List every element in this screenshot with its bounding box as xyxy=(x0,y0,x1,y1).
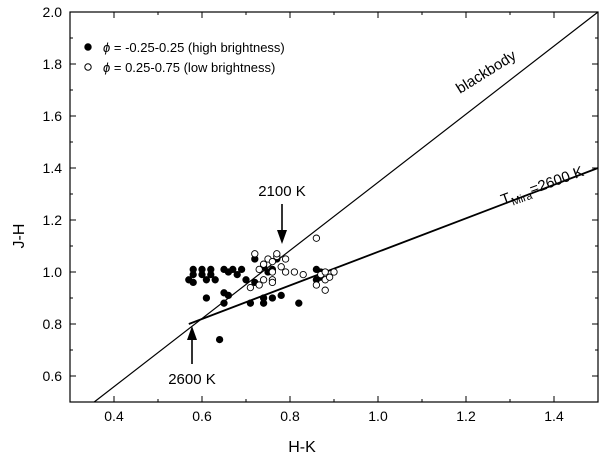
legend-text-high: = -0.25-0.25 (high brightness) xyxy=(114,40,285,55)
x-tick-label: 1.0 xyxy=(368,408,388,424)
y-axis-title: J-H xyxy=(11,224,28,249)
data-point-low xyxy=(290,268,299,276)
data-point-low xyxy=(330,268,338,276)
data-point-low xyxy=(299,270,307,279)
data-point-high xyxy=(211,276,219,284)
data-point-high xyxy=(246,299,255,307)
data-point-high xyxy=(207,270,215,279)
arrow-2100k-head xyxy=(277,230,287,244)
x-tick-label: 0.6 xyxy=(192,408,212,424)
y-tick-label: 1.0 xyxy=(43,264,63,280)
blackbody-label: blackbody xyxy=(453,47,520,97)
x-tick-label: 1.4 xyxy=(544,408,564,424)
x-tick-label: 1.2 xyxy=(456,408,476,424)
x-axis-title: H-K xyxy=(288,439,316,456)
data-point-low xyxy=(246,283,255,292)
data-point-high xyxy=(277,291,285,300)
data-point-high xyxy=(242,276,250,284)
data-point-low xyxy=(321,268,329,276)
x-tick-label: 0.8 xyxy=(280,408,300,424)
data-point-high xyxy=(233,270,241,279)
y-tick-label: 2.0 xyxy=(43,4,63,20)
ticks-layer: 0.4 0.6 0.8 1.0 1.2 1.4 0.6 0.8 1.0 1.2 1.4 1.6 1.8 2… xyxy=(43,4,599,424)
annotation-2600k: 2600 K xyxy=(168,371,216,388)
x-tick-label: 0.4 xyxy=(104,408,124,424)
y-tick-label: 0.8 xyxy=(43,316,63,332)
annotation-2100k: 2100 K xyxy=(258,183,306,200)
t-mira-line xyxy=(188,167,599,325)
data-point-high xyxy=(295,299,303,307)
data-point-low xyxy=(273,250,281,258)
blackbody-line xyxy=(93,11,599,403)
data-point-low xyxy=(259,260,268,268)
data-point-high xyxy=(198,270,206,279)
data-point-low xyxy=(259,276,268,284)
data-point-low xyxy=(312,281,321,289)
data-point-low xyxy=(268,278,277,287)
data-point-high xyxy=(268,294,277,302)
legend: ϕ = -0.25-0.25 (high brightness) ϕ = 0.2… xyxy=(84,40,285,75)
tmira-label-rest: =2600 K xyxy=(527,163,586,198)
data-point-low xyxy=(255,265,263,274)
data-point-low xyxy=(281,255,290,263)
arrow-2600k-head xyxy=(187,326,197,340)
legend-marker-high xyxy=(84,43,92,51)
data-point-low xyxy=(312,234,321,242)
data-point-low xyxy=(255,281,263,289)
data-point-high xyxy=(202,276,211,284)
legend-marker-low xyxy=(84,63,92,71)
data-point-high xyxy=(189,278,197,287)
y-tick-label: 1.2 xyxy=(43,212,63,228)
legend-symbol-low: ϕ xyxy=(103,60,110,75)
data-point-low xyxy=(277,263,285,271)
y-tick-label: 0.6 xyxy=(43,368,63,384)
data-point-low xyxy=(268,257,277,266)
data-point-high xyxy=(224,291,233,300)
data-point-high xyxy=(215,335,224,344)
data-point-high xyxy=(220,299,228,307)
data-point-low xyxy=(321,286,329,294)
legend-label-high: ϕ = -0.25-0.25 (high brightness) xyxy=(103,40,285,55)
legend-symbol-high: ϕ xyxy=(103,40,110,55)
y-tick-label: 1.6 xyxy=(43,108,63,124)
data-point-low xyxy=(325,273,334,281)
data-point-high xyxy=(259,299,268,307)
y-tick-label: 1.4 xyxy=(43,160,63,176)
lines-layer xyxy=(93,11,599,403)
y-tick-label: 1.8 xyxy=(43,56,63,72)
legend-text-low: = 0.25-0.75 (low brightness) xyxy=(114,60,276,75)
data-point-high xyxy=(229,265,237,274)
legend-label-low: ϕ = 0.25-0.75 (low brightness) xyxy=(103,60,275,75)
data-point-high xyxy=(189,270,197,279)
data-point-high xyxy=(237,265,246,274)
points-layer xyxy=(185,234,338,344)
data-point-low xyxy=(268,268,277,276)
data-point-low xyxy=(281,268,290,276)
data-point-low xyxy=(251,250,259,258)
tmira-label: TMira=2600 K xyxy=(499,163,587,212)
data-point-high xyxy=(202,294,211,302)
